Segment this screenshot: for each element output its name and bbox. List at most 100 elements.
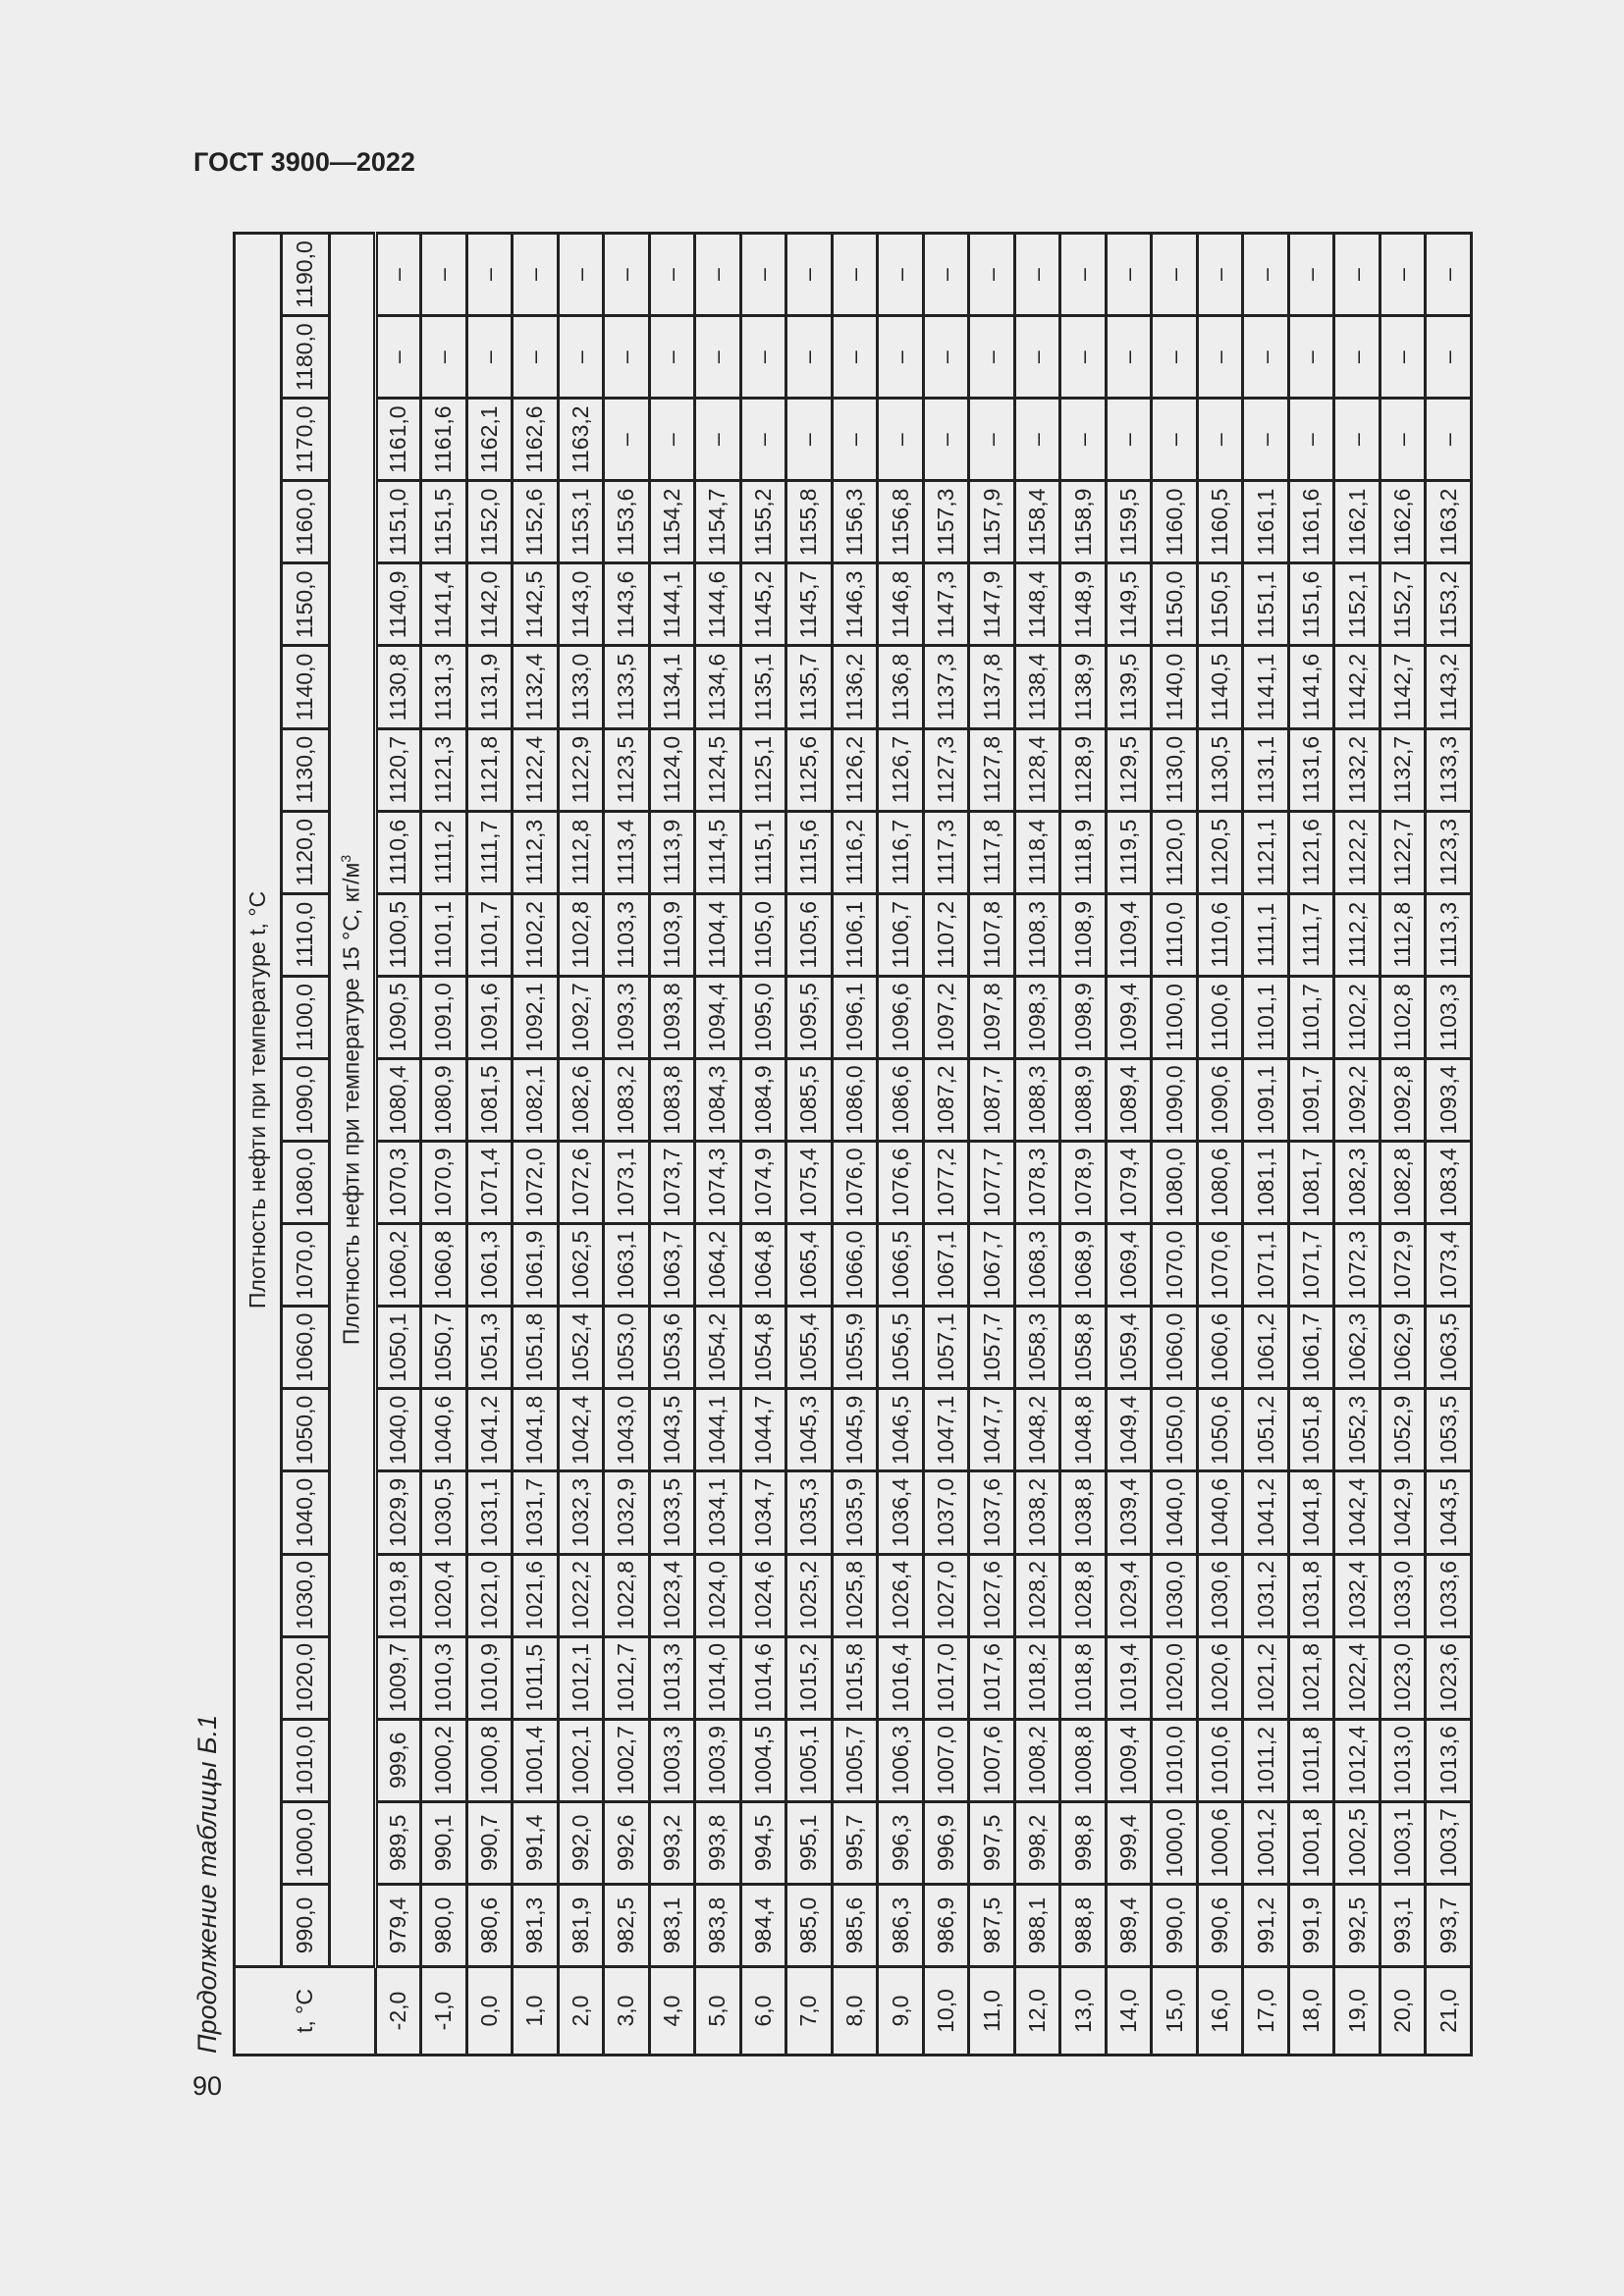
temperature-cell: 19,0 bbox=[1333, 1966, 1380, 2056]
density-cell: 1131,6 bbox=[1288, 728, 1334, 812]
density-cell: 1125,1 bbox=[740, 728, 786, 812]
density-cell: 984,4 bbox=[740, 1884, 786, 1967]
density-cell: 1047,1 bbox=[923, 1388, 969, 1471]
density-cell: 1127,8 bbox=[968, 728, 1015, 812]
density-cell: 1091,1 bbox=[1242, 1058, 1289, 1142]
density-cell: 1066,0 bbox=[832, 1223, 878, 1307]
density-cell: 1081,7 bbox=[1288, 1141, 1334, 1224]
density-cell: 1050,0 bbox=[1151, 1388, 1198, 1471]
density-cell: 1054,8 bbox=[740, 1306, 786, 1389]
density-cell: 1162,6 bbox=[1380, 480, 1426, 563]
density-cell: 1037,0 bbox=[923, 1470, 969, 1555]
density-cell: 1156,3 bbox=[832, 480, 878, 563]
table-row: 2,0 981,9 992,0 1002,1 1012,1 1022,2 1032,3 104… bbox=[558, 233, 604, 2056]
density-cell: 1104,4 bbox=[694, 893, 741, 977]
density-cell: 1090,5 bbox=[375, 976, 421, 1059]
density-cell: 1086,6 bbox=[877, 1058, 924, 1142]
density-cell: 1043,0 bbox=[603, 1388, 650, 1471]
density-cell: 1148,4 bbox=[1014, 562, 1060, 646]
density-cell: 1060,8 bbox=[420, 1223, 467, 1307]
density-cell: 1090,0 bbox=[1151, 1058, 1198, 1142]
density-cell: 1137,8 bbox=[968, 646, 1015, 729]
density-cell: 1029,4 bbox=[1106, 1554, 1152, 1637]
density-cell: 999,6 bbox=[375, 1719, 421, 1802]
density-cell: 1065,4 bbox=[785, 1223, 833, 1307]
density-cell: 1048,2 bbox=[1014, 1388, 1060, 1471]
table-row: 11,0 987,5 997,5 1007,6 1017,6 1027,6 1037,6 10… bbox=[968, 233, 1015, 2056]
density-cell: 1093,8 bbox=[649, 976, 695, 1059]
density-cell: – bbox=[1014, 315, 1060, 399]
density-cell: 1144,1 bbox=[649, 562, 695, 646]
density-cell: – bbox=[1197, 315, 1243, 399]
density-cell: 1061,3 bbox=[466, 1223, 513, 1307]
density-cell: 1153,1 bbox=[558, 480, 604, 563]
density-cell: 1013,6 bbox=[1425, 1719, 1472, 1802]
density-cell: 1007,0 bbox=[923, 1719, 969, 1802]
density-cell: 1122,9 bbox=[558, 728, 604, 812]
density-cell: 1088,9 bbox=[1059, 1058, 1107, 1142]
density-cell: 1014,6 bbox=[740, 1636, 786, 1720]
table-row: 20,0 993,1 1003,1 1013,0 1023,0 1033,0 1042,9 1… bbox=[1380, 233, 1426, 2056]
density-cell: 1082,3 bbox=[1333, 1141, 1380, 1224]
density-cell: 1011,2 bbox=[1242, 1719, 1289, 1802]
density-cell: 1072,3 bbox=[1333, 1223, 1380, 1307]
density-cell: 1031,8 bbox=[1288, 1554, 1334, 1637]
density-cell: 1014,0 bbox=[694, 1636, 741, 1720]
density-cell: 1073,1 bbox=[603, 1141, 650, 1224]
density-cell: 1121,8 bbox=[466, 728, 513, 812]
density-cell: 1083,2 bbox=[603, 1058, 650, 1142]
density-cell: 1001,4 bbox=[512, 1719, 559, 1802]
density-cell: – bbox=[1059, 315, 1107, 399]
density-cell: – bbox=[420, 233, 467, 316]
column-header: 1160,0 bbox=[281, 480, 330, 563]
density-cell: 988,1 bbox=[1014, 1884, 1060, 1967]
table-row: 15,0 990,0 1000,0 1010,0 1020,0 1030,0 1040,0 1… bbox=[1151, 233, 1198, 2056]
density-cell: – bbox=[603, 233, 650, 316]
density-cell: 1033,0 bbox=[1380, 1554, 1426, 1637]
density-cell: 1037,6 bbox=[968, 1470, 1015, 1555]
density-cell: 1004,5 bbox=[740, 1719, 786, 1802]
density-cell: 1011,8 bbox=[1288, 1719, 1334, 1802]
density-cell: 993,7 bbox=[1425, 1884, 1472, 1967]
density-cell: 983,1 bbox=[649, 1884, 695, 1967]
density-cell: 1080,9 bbox=[420, 1058, 467, 1142]
density-cell: 1141,1 bbox=[1242, 646, 1289, 729]
density-cell: 998,8 bbox=[1059, 1801, 1107, 1885]
density-cell: 998,2 bbox=[1014, 1801, 1060, 1885]
density-cell: 980,0 bbox=[420, 1884, 467, 1967]
density-cell: – bbox=[832, 398, 878, 481]
temperature-cell: 16,0 bbox=[1197, 1966, 1243, 2056]
density-cell: 1103,9 bbox=[649, 893, 695, 977]
sub-header-text: Плотность нефти при температуре 15 °С, к… bbox=[339, 862, 365, 1346]
density-cell: 1135,1 bbox=[740, 646, 786, 729]
density-cell: 1016,4 bbox=[877, 1636, 924, 1720]
density-cell: 1019,8 bbox=[375, 1554, 421, 1637]
temperature-cell: 3,0 bbox=[603, 1966, 650, 2056]
density-cell: 990,7 bbox=[466, 1801, 513, 1885]
density-cell: 1084,3 bbox=[694, 1058, 741, 1142]
density-cell: 1067,7 bbox=[968, 1223, 1015, 1307]
column-header: 1050,0 bbox=[281, 1388, 330, 1471]
density-cell: 1082,8 bbox=[1380, 1141, 1426, 1224]
density-cell: 997,5 bbox=[968, 1801, 1015, 1885]
density-cell: 1050,6 bbox=[1197, 1388, 1243, 1471]
density-cell: 1063,5 bbox=[1425, 1306, 1472, 1389]
density-cell: 1040,6 bbox=[1197, 1470, 1243, 1555]
density-cell: 1021,6 bbox=[512, 1554, 559, 1637]
density-cell: 1006,3 bbox=[877, 1719, 924, 1802]
density-cell: 1079,4 bbox=[1106, 1141, 1152, 1224]
density-cell: 1097,2 bbox=[923, 976, 969, 1059]
density-cell: – bbox=[420, 315, 467, 399]
density-cell: – bbox=[1242, 315, 1289, 399]
density-cell: 1153,6 bbox=[603, 480, 650, 563]
density-cell: – bbox=[1242, 398, 1289, 481]
column-header: 1170,0 bbox=[281, 398, 330, 481]
t-header-label: t, °C bbox=[291, 1989, 317, 2033]
density-cell: 990,1 bbox=[420, 1801, 467, 1885]
density-cell: – bbox=[1288, 233, 1334, 316]
density-cell: 1023,6 bbox=[1425, 1636, 1472, 1720]
density-cell: 1148,9 bbox=[1059, 562, 1107, 646]
density-cell: 1152,0 bbox=[466, 480, 513, 563]
density-cell: 1152,6 bbox=[512, 480, 559, 563]
table-row: 6,0 984,4 994,5 1004,5 1014,6 1024,6 1034,7 104… bbox=[740, 233, 786, 2056]
